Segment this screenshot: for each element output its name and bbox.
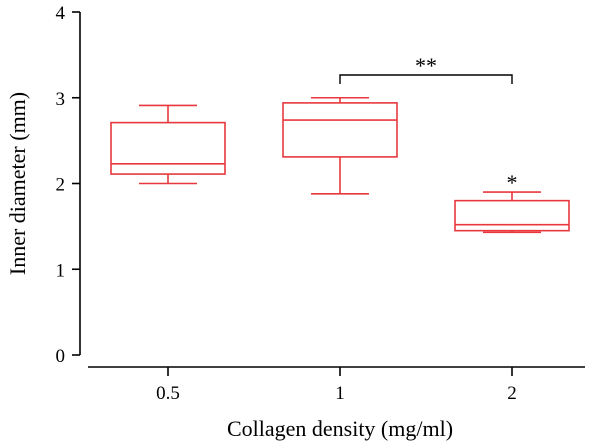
significance-bracket: **	[339, 53, 513, 84]
interquartile-box	[282, 102, 398, 158]
box-0.5	[110, 104, 226, 185]
bracket-line	[339, 74, 513, 84]
x-tick-label: 0.5	[156, 383, 180, 404]
y-tick-label: 3	[56, 89, 66, 110]
x-tick-label: 1	[335, 383, 345, 404]
y-tick-label: 4	[56, 3, 66, 24]
y-tick-label: 0	[56, 346, 66, 367]
significance-marker: *	[507, 170, 518, 195]
y-tick-label: 1	[56, 260, 66, 281]
y-ticks: 0 1 2 3 4	[56, 3, 80, 367]
bracket-label: **	[415, 53, 437, 78]
interquartile-box	[454, 199, 570, 232]
y-tick-label: 2	[56, 175, 66, 196]
box-2: *	[454, 170, 570, 234]
x-axis-title: Collagen density (mg/ml)	[227, 416, 453, 441]
box-1	[282, 96, 398, 195]
y-axis-title: Inner diameter (mm)	[5, 92, 30, 275]
x-ticks: 0.5 1 2	[156, 367, 517, 404]
significance-annotations: **	[339, 53, 513, 84]
interquartile-box	[110, 121, 226, 175]
boxes: *	[110, 96, 570, 234]
x-tick-label: 2	[507, 383, 517, 404]
